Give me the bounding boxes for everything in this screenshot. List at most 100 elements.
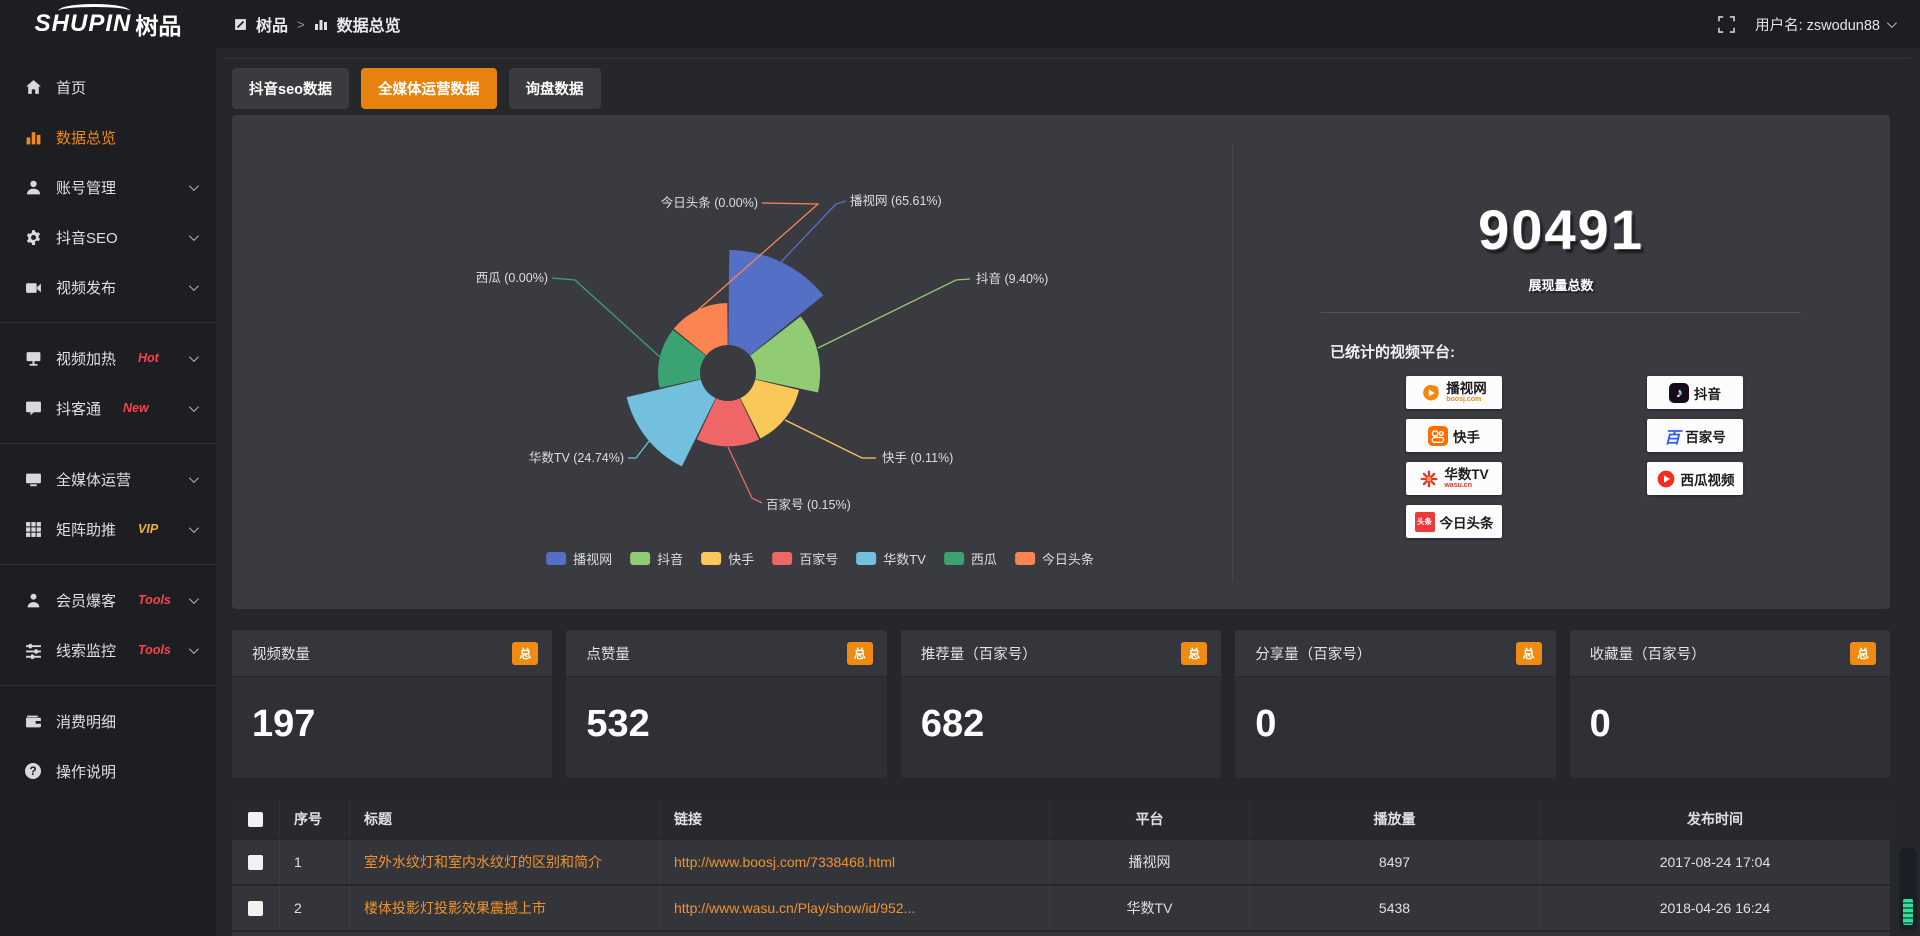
pie-slice-抖音[interactable] <box>750 316 821 393</box>
pie-label-line <box>784 419 876 459</box>
sidebar-item-label: 线索监控 <box>56 642 117 660</box>
stat-card-video-count: 视频数量总 197 <box>232 630 553 778</box>
row-checkbox[interactable] <box>248 900 263 916</box>
wasu-logo <box>1420 470 1438 487</box>
platform-badge-xigua[interactable]: 西瓜视频 <box>1647 462 1743 495</box>
stat-card-favorites: 收藏量（百家号）总 0 <box>1569 630 1891 778</box>
sidebar-divider <box>0 564 216 565</box>
chevron-down-icon <box>188 401 199 412</box>
toutiao-logo: 头条 <box>1414 511 1435 532</box>
legend-swatch <box>772 552 793 565</box>
platform-badge-douyin[interactable]: ♪ 抖音 <box>1647 376 1743 409</box>
user-menu[interactable]: 用户名: zswodun88 <box>1755 14 1897 35</box>
legend-item-百家号[interactable]: 百家号 <box>772 549 838 568</box>
tab-douyin-seo-data[interactable]: 抖音seo数据 <box>232 68 349 109</box>
main-content: 抖音seo数据 全媒体运营数据 询盘数据 播视网 (65.61%) 抖音 (9.4… <box>216 48 1920 936</box>
rose-pie-chart: 播视网 (65.61%) 抖音 (9.40%) 快手 (0.11%) 百家号 (0.1… <box>476 193 1049 512</box>
scrollbar-thumb[interactable] <box>1903 899 1913 925</box>
home-icon <box>24 78 42 96</box>
video-url-link[interactable]: http://www.wasu.cn/Play/show/id/952... <box>660 886 1050 930</box>
sidebar-item-video-publish[interactable]: 视频发布 <box>0 262 216 312</box>
sidebar-item-spending[interactable]: 消费明细 <box>0 696 216 746</box>
pie-slice-播视网[interactable] <box>728 250 824 356</box>
stat-value: 532 <box>586 703 650 745</box>
sidebar: 首页 数据总览 账号管理 抖音SEO 视频发布 视频加热 Hot 抖客通 New… <box>0 48 216 936</box>
gear-icon <box>24 228 42 246</box>
video-title-link[interactable]: 楼体投影灯投影效果震撼上市 <box>350 886 660 930</box>
sidebar-item-matrix-boost[interactable]: 矩阵助推 VIP <box>0 504 216 554</box>
stat-value: 197 <box>252 703 316 745</box>
douyin-logo: ♪ <box>1669 382 1689 403</box>
tab-omnimedia-data[interactable]: 全媒体运营数据 <box>361 68 497 109</box>
legend-item-播视网[interactable]: 播视网 <box>546 549 612 568</box>
table-header: 序号 标题 链接 平台 播放量 发布时间 <box>232 800 1890 838</box>
chevron-down-icon <box>188 522 199 533</box>
sidebar-item-data-overview[interactable]: 数据总览 <box>0 112 216 162</box>
platform-badge-kuaishou[interactable]: 快手 <box>1406 419 1502 452</box>
sidebar-item-video-heat[interactable]: 视频加热 Hot <box>0 333 216 383</box>
pie-slice-百家号[interactable] <box>696 398 760 447</box>
breadcrumb-current[interactable]: 数据总览 <box>336 18 401 35</box>
sidebar-item-label: 操作说明 <box>56 763 117 781</box>
col-header-num: 序号 <box>280 800 350 838</box>
pie-slice-华数TV[interactable] <box>626 379 716 467</box>
row-checkbox[interactable] <box>248 854 263 870</box>
total-badge: 总 <box>1515 641 1542 665</box>
sidebar-item-omnimedia[interactable]: 全媒体运营 <box>0 454 216 504</box>
videos-table: 序号 标题 链接 平台 播放量 发布时间 1 室外水纹灯和室内水纹灯的区别和简介… <box>232 800 1890 936</box>
sidebar-item-doukeTong[interactable]: 抖客通 New <box>0 383 216 433</box>
legend-label: 西瓜 <box>970 552 997 567</box>
sidebar-item-help[interactable]: ? 操作说明 <box>0 746 216 796</box>
user-icon <box>24 178 42 196</box>
video-camera-icon <box>24 278 42 296</box>
pie-slice-西瓜[interactable] <box>658 329 706 388</box>
row-platform: 播视网 <box>1050 840 1250 884</box>
tools-badge: Tools <box>138 593 171 607</box>
sidebar-item-douyin-seo[interactable]: 抖音SEO <box>0 212 216 262</box>
breadcrumb: 树品 > 数据总览 <box>234 12 401 36</box>
video-title-link[interactable]: 室外水纹灯和室内水纹灯的区别和简介 <box>350 840 660 884</box>
app-logo[interactable]: SHUPIN 树品 <box>0 0 216 48</box>
row-time: 2018-04-26 16:24 <box>1659 900 1771 916</box>
tab-inquiry-data[interactable]: 询盘数据 <box>508 68 601 109</box>
select-all-checkbox[interactable] <box>248 811 263 827</box>
pie-label-line <box>628 439 651 459</box>
platform-badge-baijiahao[interactable]: 百 百家号 <box>1647 419 1743 452</box>
video-url-link[interactable]: http://www.boosj.com/7338468.html <box>660 840 1050 884</box>
pie-label: 华数TV (24.74%) <box>529 450 624 465</box>
legend-item-华数TV[interactable]: 华数TV <box>856 549 926 568</box>
legend-item-西瓜[interactable]: 西瓜 <box>943 549 997 568</box>
topbar: SHUPIN 树品 树品 > 数据总览 用户名: zswodun88 <box>0 0 1920 48</box>
sidebar-item-account[interactable]: 账号管理 <box>0 162 216 212</box>
platform-badge-toutiao[interactable]: 头条 今日头条 <box>1406 505 1502 538</box>
tab-bar: 抖音seo数据 全媒体运营数据 询盘数据 <box>232 68 601 109</box>
total-impressions-value: 90491 <box>1478 198 1644 261</box>
stat-card-likes: 点赞量总 532 <box>566 630 887 778</box>
monitor-icon <box>24 349 42 367</box>
sidebar-item-label: 全媒体运营 <box>56 471 132 489</box>
logo-text-cn: 树品 <box>135 13 182 39</box>
table-row: 1 室外水纹灯和室内水纹灯的区别和简介 http://www.boosj.com… <box>232 840 1890 884</box>
legend-item-抖音[interactable]: 抖音 <box>630 549 683 568</box>
pie-label-line <box>697 202 820 311</box>
legend-item-快手[interactable]: 快手 <box>701 549 754 568</box>
col-header-title: 标题 <box>350 800 660 838</box>
platform-badge-boosj[interactable]: 播视网 boosj.com <box>1406 376 1502 409</box>
question-icon: ? <box>24 762 42 780</box>
person-icon <box>24 591 42 609</box>
sidebar-item-member[interactable]: 会员爆客 Tools <box>0 575 216 625</box>
chart-panel: 播视网 (65.61%) 抖音 (9.40%) 快手 (0.11%) 百家号 (0.1… <box>232 115 1890 609</box>
sidebar-item-clue-monitor[interactable]: 线索监控 Tools <box>0 625 216 675</box>
legend-label: 百家号 <box>799 552 839 567</box>
legend-item-今日头条[interactable]: 今日头条 <box>1014 549 1094 568</box>
pie-slice-今日头条[interactable] <box>673 303 728 356</box>
sidebar-item-home[interactable]: 首页 <box>0 62 216 112</box>
vip-badge: VIP <box>138 522 159 536</box>
breadcrumb-root[interactable]: 树品 <box>256 18 289 35</box>
pie-label: 抖音 (9.40%) <box>976 271 1048 286</box>
breadcrumb-separator: > <box>297 16 305 32</box>
fullscreen-icon[interactable] <box>1718 15 1735 33</box>
pie-slice-快手[interactable] <box>740 379 799 439</box>
platform-badge-wasu[interactable]: 华数TV wasu.cn <box>1406 462 1502 495</box>
pie-label-line <box>817 278 971 349</box>
